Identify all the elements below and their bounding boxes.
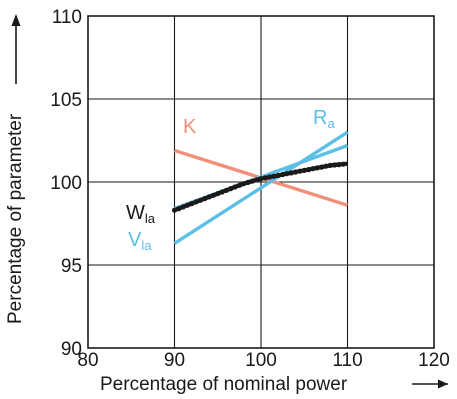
series-point-wla <box>228 186 234 192</box>
y-axis-arrow <box>11 14 21 84</box>
series-point-wla <box>336 162 342 168</box>
series-point-wla <box>189 201 195 207</box>
y-tick-label: 110 <box>52 7 82 28</box>
series-point-wla <box>331 162 338 168</box>
series-point-wla <box>236 182 242 188</box>
series-labels: K Ra Vla Wla <box>126 107 335 253</box>
series-point-wla <box>206 194 212 200</box>
series-point-wla <box>323 163 329 169</box>
series-point-wla <box>314 165 320 171</box>
series-point-wla <box>297 168 303 174</box>
series-point-wla <box>258 176 264 182</box>
series-point-wla <box>310 166 316 172</box>
series-label-vla: Vla <box>128 229 152 253</box>
y-tick-label: 90 <box>61 339 82 360</box>
series-point-wla <box>319 164 325 170</box>
series-point-wla <box>180 204 186 210</box>
series-point-wla <box>176 206 182 212</box>
x-tick-label: 100 <box>245 350 277 371</box>
series-label-ra: Ra <box>313 107 335 131</box>
y-tick-label: 100 <box>50 173 82 194</box>
series-point-wla <box>280 171 286 178</box>
series-point-wla <box>267 174 273 180</box>
series-point-wla <box>254 177 260 183</box>
x-axis-title: Percentage of nominal power <box>100 374 348 395</box>
x-tick-label: 90 <box>164 350 185 371</box>
x-tick-label: 110 <box>332 350 362 371</box>
series-label-k: K <box>183 116 197 138</box>
series-point-wla <box>288 170 294 176</box>
x-tick-label: 120 <box>418 350 450 371</box>
series-point-wla <box>241 181 247 187</box>
series-layer <box>171 130 349 245</box>
y-tick-label: 105 <box>50 90 82 111</box>
series-point-wla <box>340 161 346 167</box>
series-point-wla <box>271 173 277 179</box>
series-point-wla <box>262 175 268 181</box>
x-tick-labels: 80 90 100 110 120 <box>77 350 449 371</box>
y-tick-labels: 90 95 100 105 110 <box>50 7 82 360</box>
series-point-wla <box>284 171 290 177</box>
series-point-wla <box>301 167 307 173</box>
series-point-wla <box>215 191 221 197</box>
series-label-wla: Wla <box>126 202 156 226</box>
series-point-wla <box>193 199 199 205</box>
series-point-wla <box>293 169 299 175</box>
x-tick-label: 80 <box>77 350 98 371</box>
series-point-wla <box>171 207 178 213</box>
series-point-wla <box>245 179 251 185</box>
series-point-wla <box>223 187 229 193</box>
series-point-wla <box>249 178 255 184</box>
y-tick-label: 95 <box>61 256 82 277</box>
series-point-wla <box>210 192 216 198</box>
series-point-wla <box>202 196 208 202</box>
series-point-wla <box>306 167 312 173</box>
series-point-wla <box>219 189 225 195</box>
series-point-wla <box>197 197 203 203</box>
series-line-ra <box>173 130 349 245</box>
grid <box>88 16 434 348</box>
series-point-wla <box>184 202 191 208</box>
y-axis-title: Percentage of parameter <box>5 113 26 324</box>
plot-frame <box>87 15 435 349</box>
series-point-wla <box>275 172 281 178</box>
series-point-wla <box>232 184 238 190</box>
x-axis-arrow <box>412 379 448 389</box>
series-point-wla <box>327 162 333 168</box>
